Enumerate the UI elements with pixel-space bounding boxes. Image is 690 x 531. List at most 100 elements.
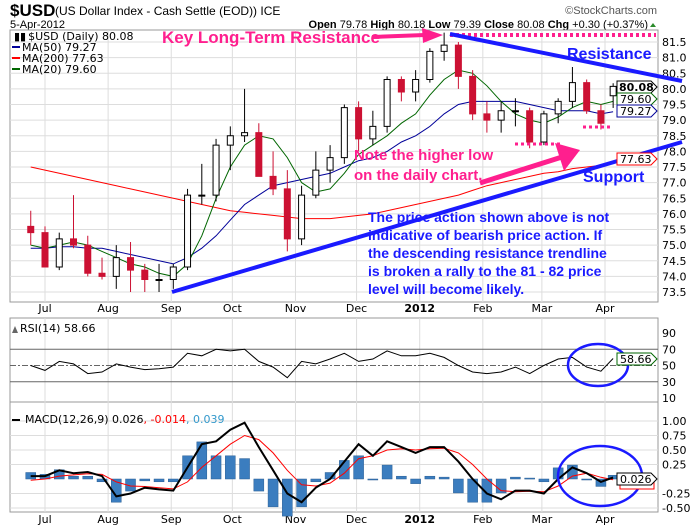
candle-body [397, 79, 405, 93]
macd-tick-label: 0.50 [662, 444, 687, 457]
candle-body [440, 44, 448, 52]
pink-arrow-right-icon [422, 28, 443, 43]
candle-body [169, 266, 177, 280]
x-tick-label: Apr [595, 513, 615, 526]
rsi-tag-value: 58.66 [620, 353, 652, 366]
candle-body [583, 82, 591, 112]
candle-body [426, 50, 434, 80]
candle-body [369, 125, 377, 140]
close-label: Close [484, 19, 514, 31]
x-tick-label: 2012 [404, 302, 435, 315]
candle-body [469, 75, 477, 115]
rsi-tag [616, 352, 658, 366]
ma20-swatch [12, 68, 20, 70]
candle-body [127, 257, 135, 271]
chart-date: 5-Apr-2012 [10, 19, 65, 31]
macd-histogram-bar [68, 475, 79, 480]
price-tag-value: 80.08 [619, 81, 654, 94]
macd-tick-label: 0.75 [662, 430, 687, 443]
low-label: Low [428, 19, 450, 31]
rsi-icon [12, 326, 18, 333]
legend-ma200: MA(200) 77.63 [22, 52, 104, 65]
legend-macd: MACD(12,26,9) 0.026, -0.014, 0.039 [25, 413, 224, 426]
candle-body [41, 232, 49, 268]
chg-label: Chg [548, 19, 569, 31]
macd-histogram-bar [438, 476, 450, 480]
macd-histogram-bar [96, 478, 108, 483]
x-tick-label: Dec [346, 513, 367, 526]
macd-histogram-bar [353, 455, 364, 480]
macd-histogram-bar [367, 478, 379, 481]
x-tick-label: Sep [161, 302, 182, 315]
ma50-tag-value: 79.27 [620, 105, 652, 118]
candle-body [568, 82, 576, 102]
x-tick-label: Mar [531, 513, 552, 526]
price-tick-label: 74.0 [662, 270, 687, 283]
candle-body [141, 269, 149, 280]
key-resistance-label: Key Long-Term Resistance [162, 28, 380, 47]
price-tick-label: 79.0 [662, 114, 687, 127]
macd-histogram-bar [524, 477, 535, 480]
watermark: ©StockCharts.com [565, 5, 657, 17]
candle-body [340, 107, 348, 159]
pink-arrow-up-right-icon [555, 143, 580, 171]
x-tick-label: Apr [595, 302, 615, 315]
rsi-line [30, 348, 614, 379]
ma200-tag-value: 77.63 [620, 153, 652, 166]
macd-histogram-bar [267, 478, 279, 508]
price-tick-label: 81.0 [662, 52, 687, 65]
candle-body [383, 79, 391, 127]
macd-histogram-bar [139, 478, 151, 482]
candle-body [597, 110, 605, 124]
legend-ma50: MA(50) 79.27 [22, 41, 97, 54]
macd-histogram-bar [282, 478, 293, 517]
price-tick-label: 76.5 [662, 192, 687, 205]
macd-histogram-bar [396, 475, 407, 480]
ma50-tag [616, 104, 658, 118]
support-trendline [171, 140, 683, 294]
price-tick-label: 75.5 [662, 224, 687, 237]
macd-histogram-bar [253, 478, 265, 492]
candle-body [312, 169, 320, 196]
macd-histogram-bar [82, 475, 94, 480]
x-tick-label: Oct [223, 302, 243, 315]
candle-body [298, 194, 306, 240]
annotations: Key Long-Term Resistance Resistance Supp… [162, 28, 683, 508]
macd-tick-label: -0.50 [662, 502, 690, 515]
resistance-trendline [449, 32, 683, 83]
candle-body [483, 113, 491, 121]
ma200-tag [616, 152, 658, 166]
low-value: 79.39 [453, 19, 481, 31]
candle-body [98, 272, 106, 277]
candle-body [454, 44, 462, 77]
price-panel [9, 29, 659, 303]
legend-rsi: RSI(14) 58.66 [20, 322, 95, 335]
candle-body [511, 110, 519, 113]
price-tick-label: 74.5 [662, 255, 687, 268]
price-tick-label: 80.0 [662, 83, 687, 96]
paragraph-line: is broken a rally to the 81 - 82 price [368, 263, 602, 279]
price-tick-label: 79.5 [662, 99, 687, 112]
candle-body [155, 279, 163, 281]
macd-histogram-bar [196, 441, 208, 480]
ma200-line [30, 162, 614, 220]
higher-low-note-line2: on the daily chart. [354, 167, 482, 184]
macd-histogram-bar [381, 464, 393, 480]
candle-body [609, 85, 617, 97]
price-tag [616, 80, 658, 94]
x-tick-label: Feb [473, 513, 492, 526]
macd-tick-label: 1.00 [662, 415, 687, 428]
open-value: 79.78 [340, 19, 368, 31]
ohlc-summary: Open 79.78 High 80.18 Low 79.39 Close 80… [309, 19, 648, 31]
paragraph-line: The price action shown above is not [368, 209, 609, 225]
candle-body [412, 79, 420, 93]
pink-arrow-shaft [371, 33, 426, 39]
higher-low-arrow-shaft [479, 154, 563, 186]
macd-line [30, 421, 614, 504]
rsi-panel [9, 317, 659, 403]
price-tick-label: 76.0 [662, 208, 687, 221]
symbol: $USD [10, 1, 55, 20]
x-tick-label: Jul [37, 513, 51, 526]
ma200-swatch [12, 57, 20, 59]
